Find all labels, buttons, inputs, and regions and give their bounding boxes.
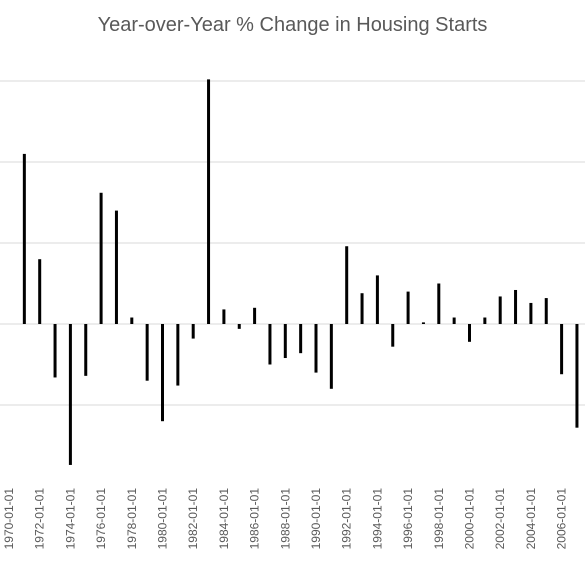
bar-1973-01-01 bbox=[53, 324, 57, 378]
bar-1978-01-01 bbox=[130, 317, 134, 324]
x-tick-label: 1982-01-01 bbox=[186, 488, 200, 550]
bar-1971-01-01 bbox=[22, 153, 26, 324]
bar-1989-01-01 bbox=[299, 324, 303, 354]
bar-1985-01-01 bbox=[237, 324, 241, 329]
x-tick-label: 1986-01-01 bbox=[248, 488, 262, 550]
bar-2001-01-01 bbox=[483, 317, 487, 324]
x-tick-label: 1980-01-01 bbox=[156, 488, 170, 550]
x-tick-label: 1988-01-01 bbox=[278, 488, 292, 550]
x-tick-label: 1974-01-01 bbox=[63, 488, 77, 550]
bar-1991-01-01 bbox=[329, 324, 333, 389]
bar-1994-01-01 bbox=[375, 275, 379, 324]
bar-1987-01-01 bbox=[268, 324, 272, 365]
bar-2006-01-01 bbox=[560, 324, 564, 375]
bar-1976-01-01 bbox=[99, 192, 103, 324]
x-tick-label: 1992-01-01 bbox=[340, 488, 354, 550]
x-tick-label: 1970-01-01 bbox=[2, 488, 16, 550]
x-tick-label: 2004-01-01 bbox=[524, 488, 538, 550]
x-tick-label: 1984-01-01 bbox=[217, 488, 231, 550]
bar-1986-01-01 bbox=[253, 307, 257, 324]
bar-1979-01-01 bbox=[145, 324, 149, 381]
bar-1982-01-01 bbox=[191, 324, 195, 339]
x-tick-label: 1998-01-01 bbox=[432, 488, 446, 550]
bar-1998-01-01 bbox=[437, 283, 441, 324]
bar-1981-01-01 bbox=[176, 324, 180, 386]
grid-layer bbox=[0, 80, 585, 406]
bar-1972-01-01 bbox=[38, 259, 42, 324]
bar-1980-01-01 bbox=[161, 324, 164, 422]
bar-2004-01-01 bbox=[529, 302, 533, 324]
bar-1990-01-01 bbox=[314, 324, 318, 373]
bar-1974-01-01 bbox=[68, 324, 72, 465]
bar-1984-01-01 bbox=[222, 309, 226, 324]
x-tick-label: 1976-01-01 bbox=[94, 488, 108, 550]
bar-2005-01-01 bbox=[544, 298, 548, 324]
x-tick-label: 1972-01-01 bbox=[33, 488, 47, 550]
x-tick-label: 2000-01-01 bbox=[463, 488, 477, 550]
bar-2002-01-01 bbox=[498, 296, 502, 324]
x-tick-label: 1978-01-01 bbox=[125, 488, 139, 550]
bar-1988-01-01 bbox=[283, 324, 287, 359]
chart-title: Year-over-Year % Change in Housing Start… bbox=[97, 14, 488, 36]
bar-2000-01-01 bbox=[468, 324, 471, 342]
x-tick-label: 1994-01-01 bbox=[370, 488, 384, 550]
x-tick-label: 1990-01-01 bbox=[309, 488, 323, 550]
bar-1977-01-01 bbox=[114, 210, 118, 324]
bar-2007-01-01 bbox=[575, 324, 579, 428]
bar-1983-01-01 bbox=[207, 79, 211, 324]
bar-1997-01-01 bbox=[421, 322, 425, 324]
bar-1999-01-01 bbox=[452, 317, 456, 324]
x-axis-ticks: 1970-01-01 1972-01-01 1974-01-01 1976-01-01… bbox=[2, 488, 569, 550]
bar-1995-01-01 bbox=[391, 324, 395, 347]
bars-layer bbox=[22, 79, 579, 465]
bar-1992-01-01 bbox=[345, 246, 349, 324]
bar-2003-01-01 bbox=[514, 289, 518, 324]
x-tick-label: 2002-01-01 bbox=[493, 488, 507, 550]
bar-1996-01-01 bbox=[406, 291, 410, 324]
bar-1975-01-01 bbox=[84, 324, 88, 376]
x-tick-label: 1996-01-01 bbox=[401, 488, 415, 550]
bar-1993-01-01 bbox=[360, 293, 364, 324]
x-tick-label: 2006-01-01 bbox=[555, 488, 569, 550]
